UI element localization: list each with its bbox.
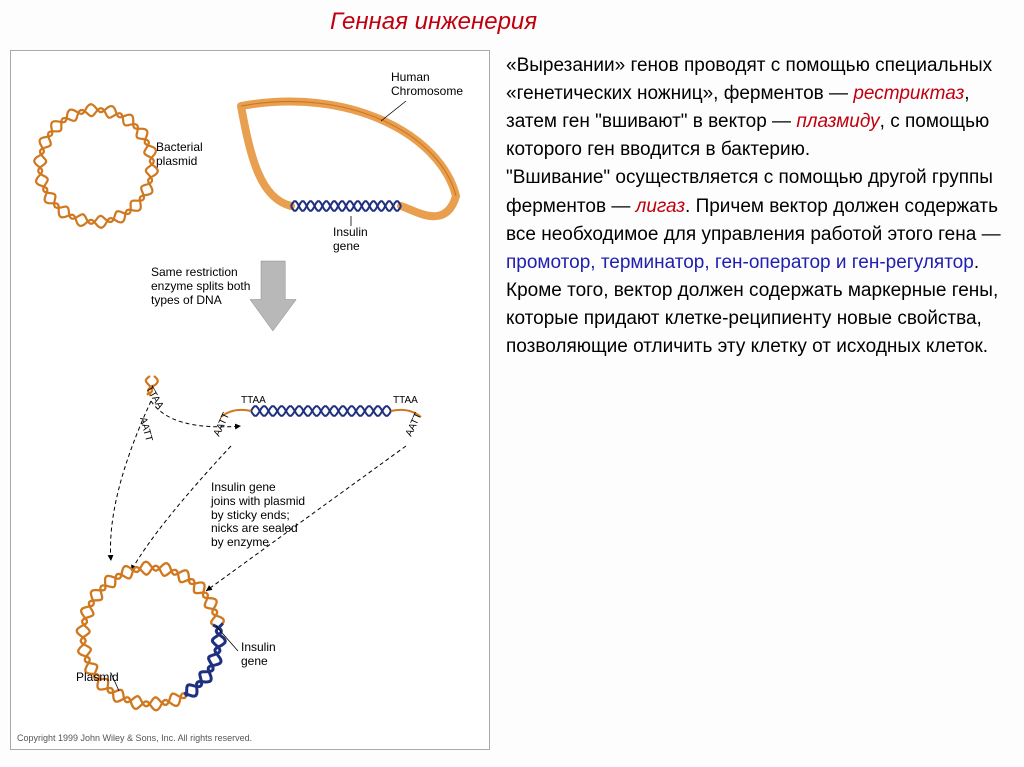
genetic-engineering-diagram: TTAA AATT TTAA TTAA AATT AATT Bacterialplasmi… [10, 50, 490, 750]
svg-text:TTAA: TTAA [241, 395, 266, 406]
svg-text:AATT: AATT [212, 411, 232, 438]
para-1: «Вырезании» генов проводят с помощью спе… [506, 52, 1012, 164]
explanation-text: «Вырезании» генов проводят с помощью спе… [506, 52, 1012, 361]
svg-text:TTAA: TTAA [143, 384, 165, 411]
label-bacterial-plasmid: Bacterialplasmid [156, 141, 203, 169]
label-human-chromosome: HumanChromosome [391, 71, 463, 99]
label-join-note: Insulin genejoins with plasmidby sticky … [211, 481, 305, 550]
label-insulin-gene-bottom: Insulingene [241, 641, 276, 669]
para-2: "Вшивание" осуществляется с помощью друг… [506, 164, 1012, 361]
label-insulin-gene-top: Insulingene [333, 226, 368, 254]
svg-text:TTAA: TTAA [393, 395, 418, 406]
title-text: Генная инженерия [330, 8, 537, 35]
svg-text:AATT: AATT [404, 411, 424, 438]
copyright-text: Copyright 1999 John Wiley & Sons, Inc. A… [17, 733, 252, 743]
svg-text:AATT: AATT [137, 416, 154, 443]
label-plasmid-bottom: Plasmid [76, 671, 119, 685]
label-restriction-note: Same restrictionenzyme splits bothtypes … [151, 266, 250, 307]
page-title: Генная инженерия [330, 8, 537, 36]
